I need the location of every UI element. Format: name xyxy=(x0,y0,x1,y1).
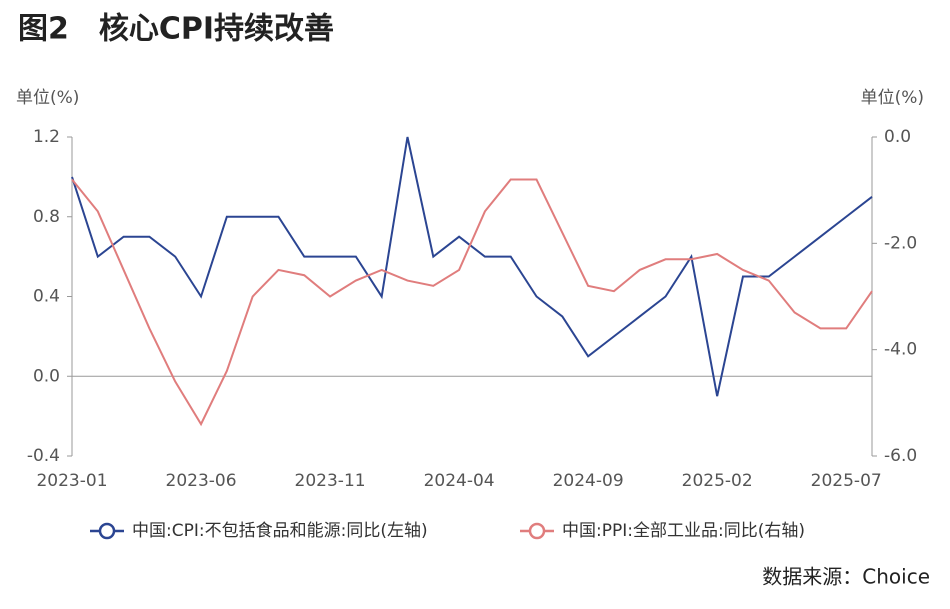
series-line xyxy=(71,136,873,397)
legend-marker xyxy=(528,522,546,540)
x-tick-label: 2025-02 xyxy=(682,471,753,491)
legend-marker xyxy=(98,522,116,540)
y2-tick-label: -4.0 xyxy=(884,340,917,360)
legend-label: 中国:PPI:全部工业品:同比(右轴) xyxy=(562,521,805,541)
x-tick-label: 2023-06 xyxy=(166,471,237,491)
y2-tick-label: -2.0 xyxy=(884,233,917,253)
chart-title: 图2 核心CPI持续改善 xyxy=(18,12,334,47)
series-line xyxy=(71,178,873,427)
legend-label: 中国:CPI:不包括食品和能源:同比(左轴) xyxy=(132,521,428,541)
x-tick-label: 2024-09 xyxy=(553,471,624,491)
y-tick-label: -0.4 xyxy=(27,446,60,466)
y-axis-title: 单位(%) xyxy=(16,88,79,108)
y2-tick-label: -6.0 xyxy=(884,446,917,466)
y-tick-label: 1.2 xyxy=(33,127,60,147)
y-tick-label: 0.4 xyxy=(33,287,60,307)
x-tick-label: 2023-01 xyxy=(36,471,107,491)
x-tick-label: 2023-11 xyxy=(295,471,366,491)
x-tick-label: 2024-04 xyxy=(424,471,495,491)
y2-axis-title: 单位(%) xyxy=(861,88,924,108)
y-tick-label: 0.8 xyxy=(33,207,60,227)
y-tick-label: 0.0 xyxy=(33,366,60,386)
y2-tick-label: 0.0 xyxy=(884,127,911,147)
x-tick-label: 2025-07 xyxy=(811,471,882,491)
source: 数据来源：Choice xyxy=(762,565,930,589)
